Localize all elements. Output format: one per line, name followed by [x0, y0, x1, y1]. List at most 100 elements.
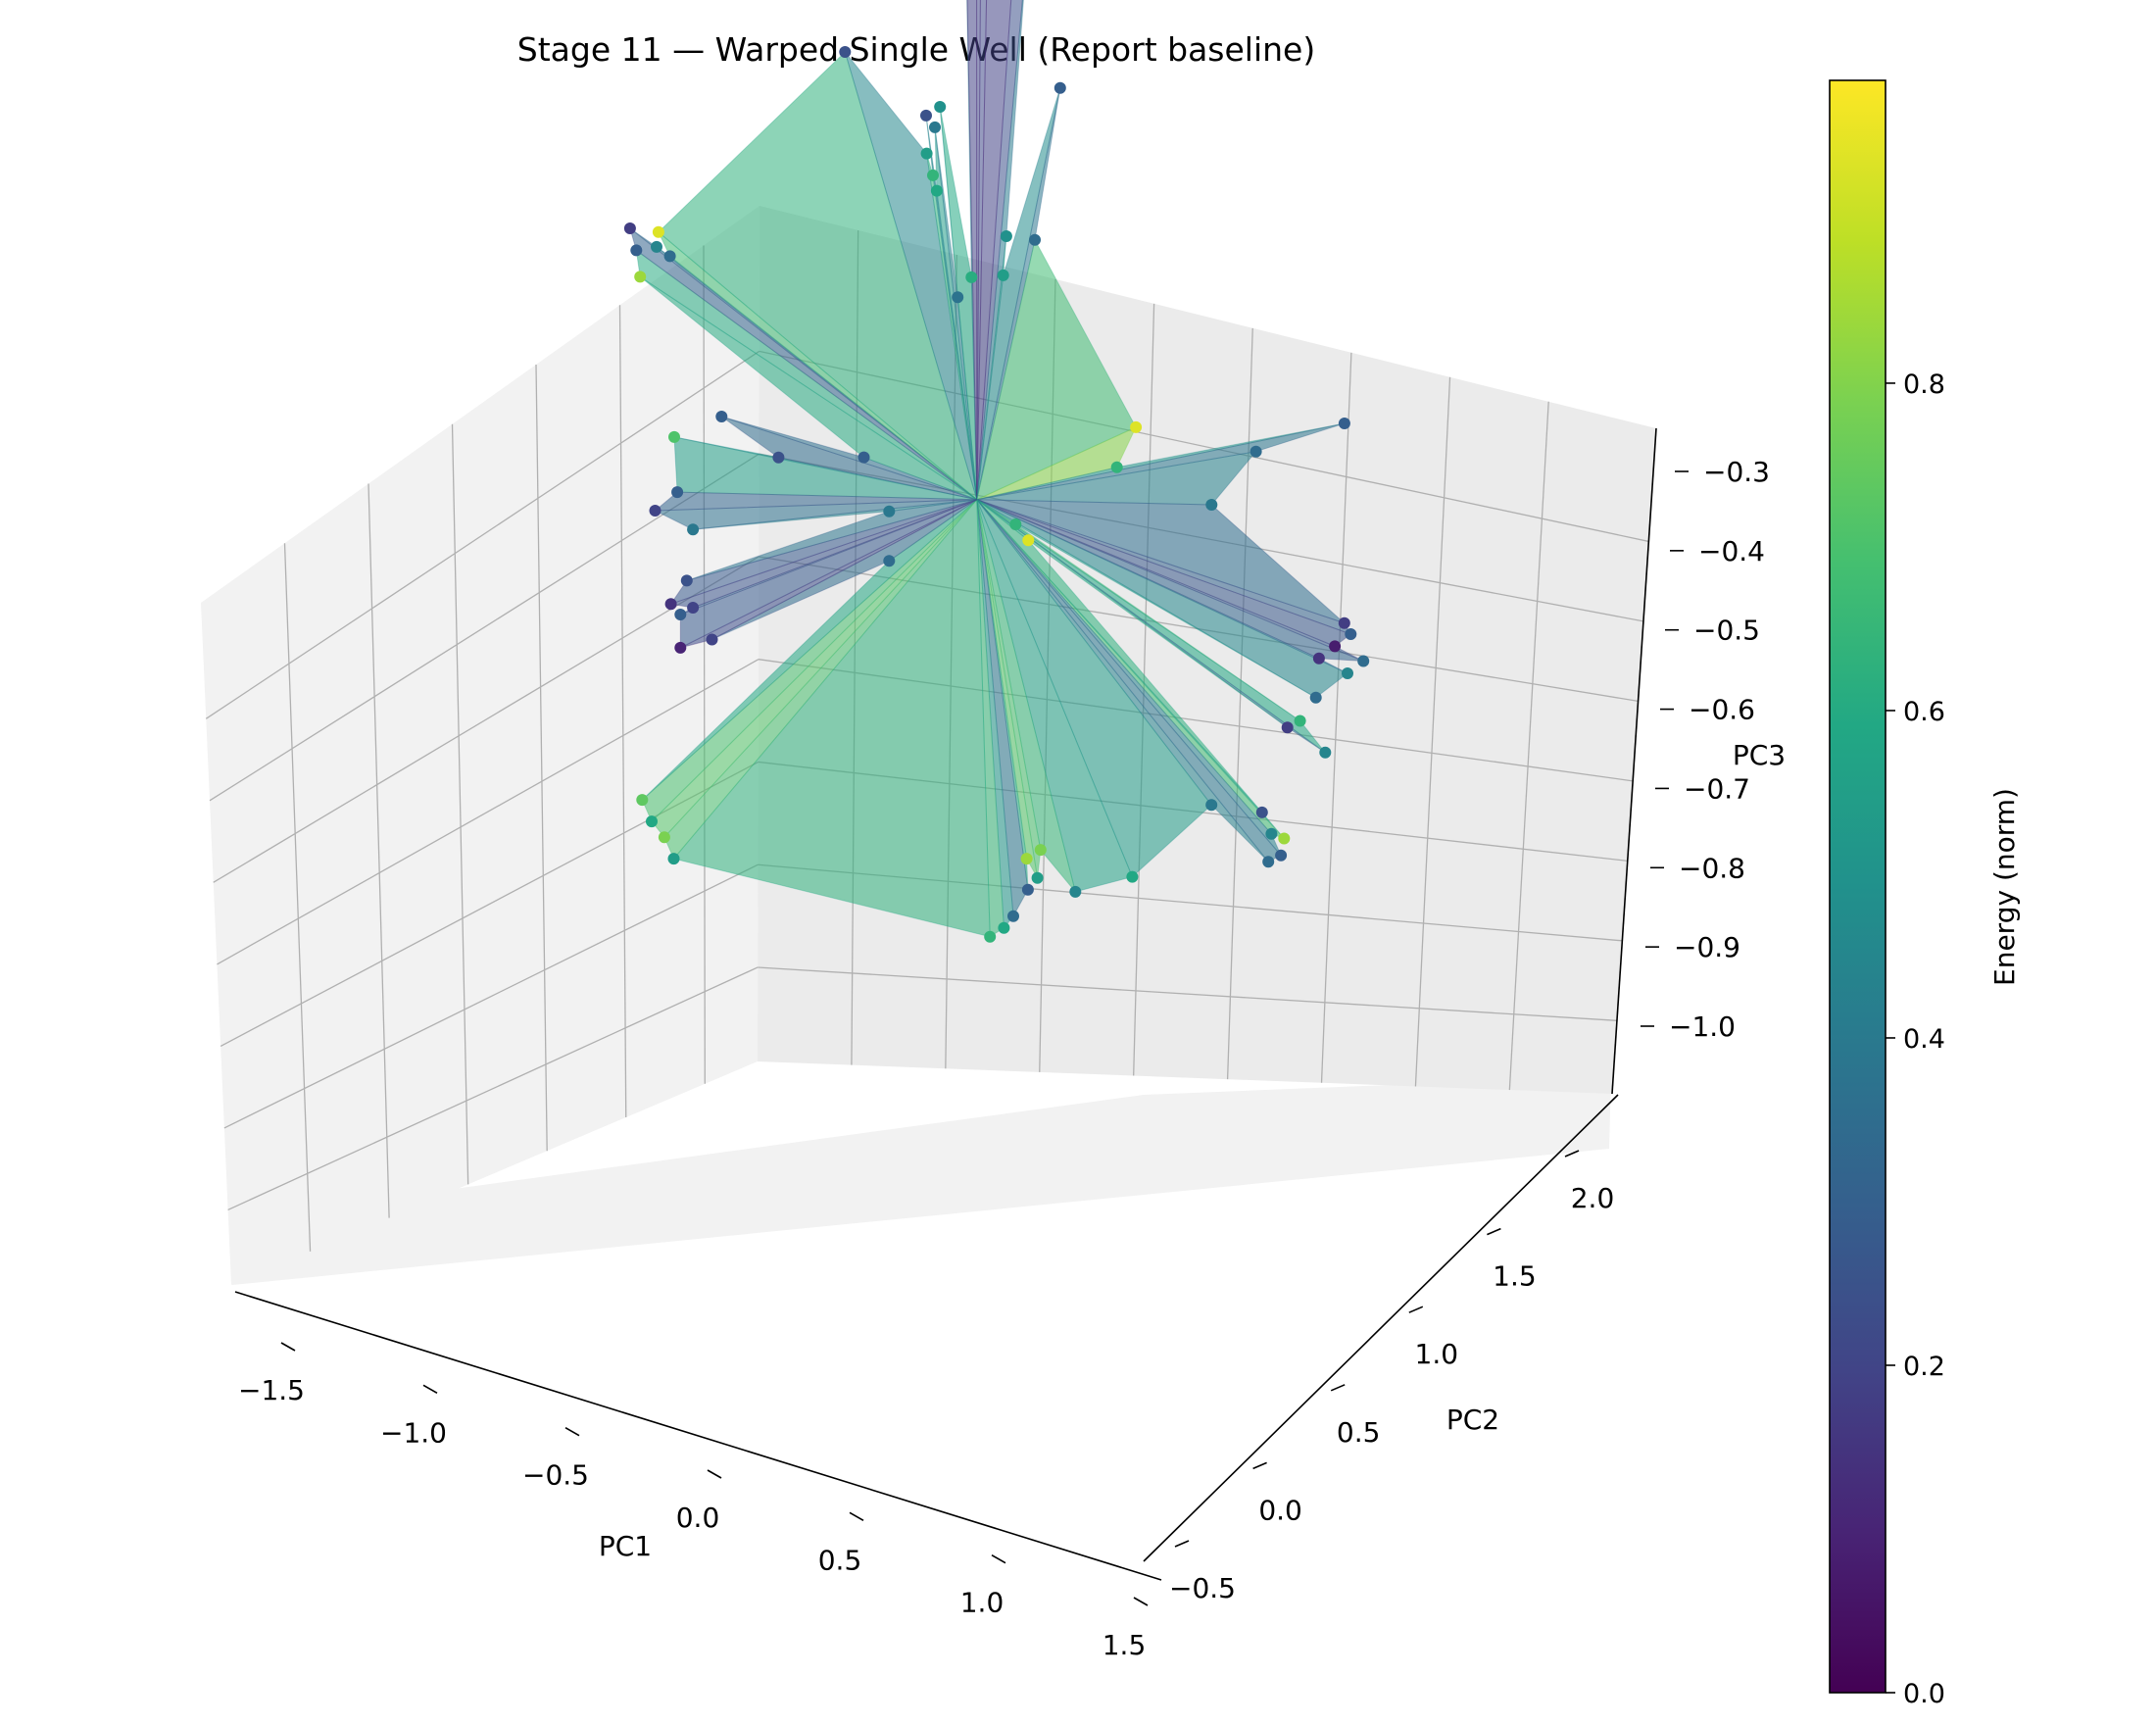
data-point — [652, 225, 664, 238]
data-point — [1031, 871, 1044, 884]
data-point — [651, 240, 662, 253]
pc1-axis: −1.5 −1.0 −0.5 0.0 0.5 1.0 1.5 PC1 — [234, 1291, 1162, 1661]
surface-facet — [669, 499, 977, 606]
data-point — [1205, 799, 1218, 812]
data-point — [1034, 844, 1047, 857]
data-point — [1022, 534, 1035, 547]
colorbar-gradient — [1829, 79, 1886, 1694]
pc1-tick-label: 1.5 — [1102, 1629, 1147, 1661]
data-point — [680, 574, 693, 587]
surface-facet — [672, 498, 991, 938]
data-point — [623, 222, 636, 234]
data-point — [984, 930, 997, 943]
data-point — [1265, 827, 1278, 840]
data-point — [674, 609, 687, 620]
grid-line-z-left — [223, 863, 759, 1129]
colorbar-tick-label: 0.2 — [1903, 1352, 1945, 1382]
surface-facet — [976, 499, 1352, 635]
grid-line-y-back — [618, 305, 627, 1118]
data-point — [664, 598, 677, 611]
pc3-tick-label: −0.7 — [1684, 772, 1750, 805]
surface-facet — [976, 499, 1316, 699]
grid-line-y-back — [451, 423, 469, 1185]
pc1-tick-label: 0.5 — [818, 1544, 862, 1576]
pc1-tick-label: −1.0 — [380, 1416, 447, 1449]
data-points — [623, 46, 1370, 943]
data-point — [1054, 81, 1066, 94]
pc2-tick — [1487, 1227, 1501, 1236]
pc1-tick — [849, 1511, 864, 1522]
data-point — [1275, 849, 1288, 862]
data-point — [1205, 499, 1218, 511]
data-point — [1294, 715, 1306, 727]
data-point — [1069, 885, 1082, 898]
data-point — [1357, 655, 1370, 667]
data-point — [965, 271, 978, 283]
grid-line-y-back — [283, 543, 312, 1252]
pc1-tick-label: 1.0 — [960, 1587, 1004, 1619]
data-point — [636, 794, 649, 807]
grid-line-x-back — [1320, 352, 1352, 1083]
pc1-axis-line — [234, 1291, 1162, 1581]
grid-line-x-back — [1414, 376, 1451, 1087]
pc1-tick-label: 0.0 — [676, 1502, 720, 1534]
data-point — [1281, 721, 1294, 734]
data-point — [715, 411, 728, 422]
pc2-tick — [1564, 1150, 1580, 1158]
pc2-axis-line — [1143, 1094, 1619, 1562]
surface-facet — [976, 0, 1024, 500]
grid-line-y-back — [535, 364, 548, 1152]
pc1-tick — [1133, 1597, 1149, 1606]
pc1-axis-label: PC1 — [599, 1530, 652, 1562]
data-point — [1250, 445, 1262, 458]
pc1-tick — [991, 1553, 1006, 1564]
surface-facet — [976, 499, 1285, 839]
pc2-tick — [1408, 1306, 1424, 1313]
pc2-tick — [1174, 1540, 1190, 1548]
surface-facet — [976, 238, 1137, 501]
grid-line-z-left — [213, 556, 760, 883]
pc3-axis-label: PC3 — [1733, 739, 1786, 771]
surface-facet — [844, 51, 978, 500]
surface-facet — [976, 499, 1269, 862]
data-point — [1130, 420, 1143, 433]
pc3-tick-label: −0.6 — [1689, 694, 1755, 726]
data-point — [663, 250, 676, 263]
pc2-axis: −0.5 0.0 0.5 1.0 1.5 2.0 PC2 — [1143, 1094, 1619, 1604]
data-point — [1342, 667, 1353, 679]
pc1-tick-label: −1.5 — [238, 1374, 305, 1406]
pc3-axis: −1.0 −0.9 −0.8 −0.7 −0.6 −0.5 −0.4 −0.3 PC3 — [1611, 427, 1786, 1095]
surface-facet — [976, 422, 1346, 501]
pc2-tick-label: 1.0 — [1415, 1338, 1459, 1370]
surface-facet — [656, 246, 978, 501]
surface-facet — [976, 0, 988, 500]
data-point — [1021, 883, 1034, 896]
data-point — [687, 523, 700, 536]
surface-facet — [651, 499, 978, 838]
data-point — [929, 121, 941, 133]
data-point — [1319, 746, 1332, 759]
data-point — [1029, 233, 1041, 246]
surface-facet — [976, 499, 1364, 662]
pc2-tick-label: 2.0 — [1571, 1182, 1615, 1214]
data-point — [930, 184, 943, 197]
data-point — [706, 633, 718, 646]
colorbar-tick-label: 0.0 — [1903, 1679, 1945, 1709]
data-point — [883, 505, 896, 518]
surface-facet — [680, 499, 978, 649]
pc3-axis-line — [1611, 427, 1657, 1095]
data-point — [1278, 832, 1291, 845]
pc1-tick — [280, 1342, 296, 1352]
grid-line-y-back — [368, 483, 390, 1218]
surface-facet — [976, 235, 1007, 500]
surface-facet — [641, 499, 978, 822]
pc2-tick-label: 0.5 — [1337, 1416, 1381, 1449]
pc1-tick — [422, 1384, 438, 1395]
colorbar-tick-label: 0.6 — [1903, 697, 1945, 727]
colorbar-label: Energy (norm) — [1988, 788, 2021, 986]
pc2-tick — [1252, 1461, 1267, 1470]
data-point — [1338, 616, 1350, 629]
colorbar: 0.0 0.2 0.4 0.6 0.8 Energy (norm) — [1829, 79, 2021, 1709]
pc3-tick-label: −0.8 — [1679, 852, 1745, 884]
